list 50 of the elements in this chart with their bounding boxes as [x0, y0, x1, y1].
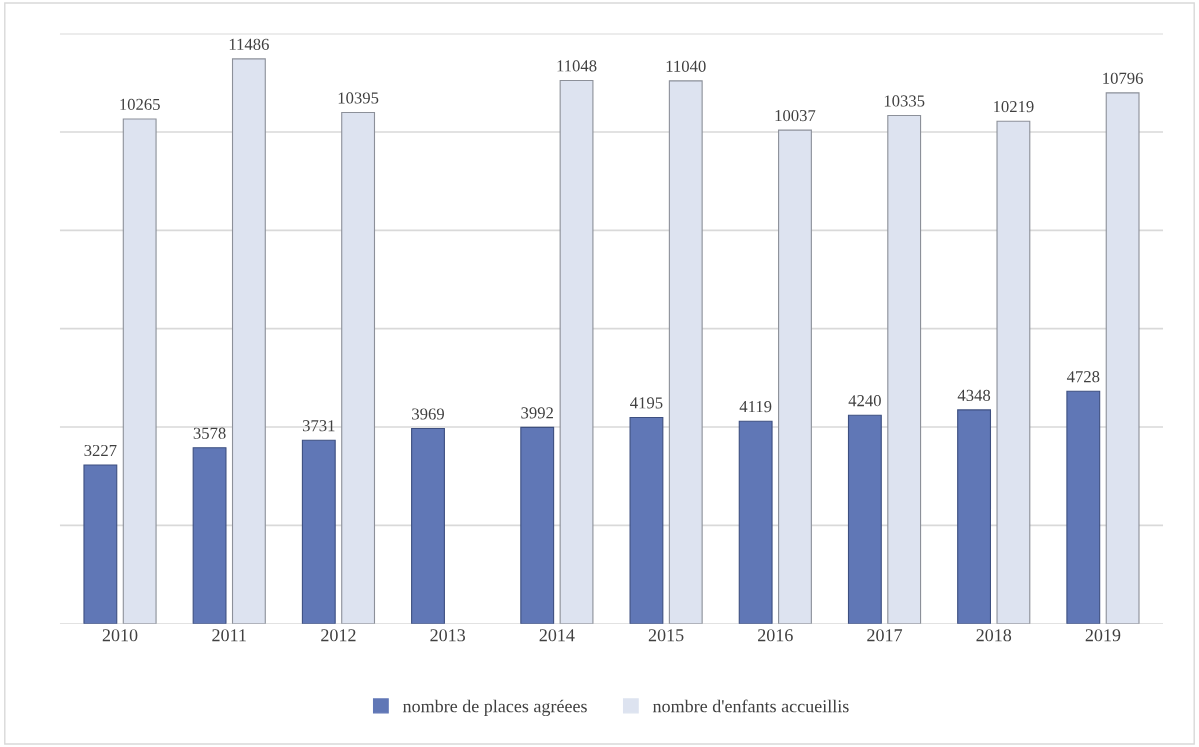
data-label: 4119 — [739, 401, 772, 413]
bar — [192, 447, 227, 624]
x-tick-label: 2016 — [758, 629, 793, 642]
data-label: 3969 — [412, 408, 444, 420]
data-label: 10265 — [120, 98, 160, 110]
bar — [520, 426, 555, 624]
data-label: 10395 — [338, 92, 379, 104]
data-label: 3578 — [193, 427, 226, 439]
bar — [887, 114, 922, 624]
bar — [668, 80, 703, 624]
data-label: 10219 — [994, 101, 1034, 113]
bar — [411, 428, 445, 624]
bar — [231, 58, 266, 624]
bar — [778, 129, 812, 624]
bar — [847, 414, 882, 624]
data-label: 10796 — [1103, 72, 1143, 84]
bar — [83, 464, 118, 624]
data-label: 4195 — [630, 397, 663, 409]
bar — [629, 416, 664, 624]
bar — [341, 111, 376, 624]
data-label: 10037 — [775, 109, 816, 122]
bar — [1105, 92, 1140, 624]
bar — [559, 79, 594, 624]
bar — [1066, 390, 1101, 624]
data-label: 11048 — [557, 60, 597, 72]
data-label: 3731 — [302, 420, 335, 432]
bar — [957, 409, 992, 624]
bar — [738, 420, 773, 624]
bar — [301, 439, 336, 624]
x-tick-label: 2011 — [212, 629, 246, 642]
x-tick-label: 2019 — [1085, 629, 1121, 642]
data-label: 10335 — [884, 95, 925, 107]
data-label: 4348 — [957, 389, 991, 401]
x-tick-label: 2013 — [430, 629, 466, 642]
legend-label: nombre d'enfants accueillis — [652, 699, 849, 713]
data-label: 11040 — [666, 60, 706, 72]
x-tick-label: 2017 — [867, 629, 903, 642]
x-tick-label: 2012 — [321, 629, 356, 642]
data-label: 11486 — [229, 38, 269, 50]
legend-label: nombre de places agréees — [402, 699, 587, 717]
x-tick-label: 2018 — [976, 629, 1012, 642]
data-label: 3992 — [521, 407, 553, 419]
data-label: 3227 — [84, 444, 117, 457]
x-tick-label: 2014 — [539, 629, 575, 642]
x-tick-label: 2010 — [102, 629, 138, 642]
x-tick-label: 2015 — [648, 629, 684, 642]
data-label: 4728 — [1066, 371, 1100, 383]
data-label: 4240 — [848, 395, 881, 407]
bar — [996, 120, 1031, 624]
bar — [122, 118, 157, 624]
